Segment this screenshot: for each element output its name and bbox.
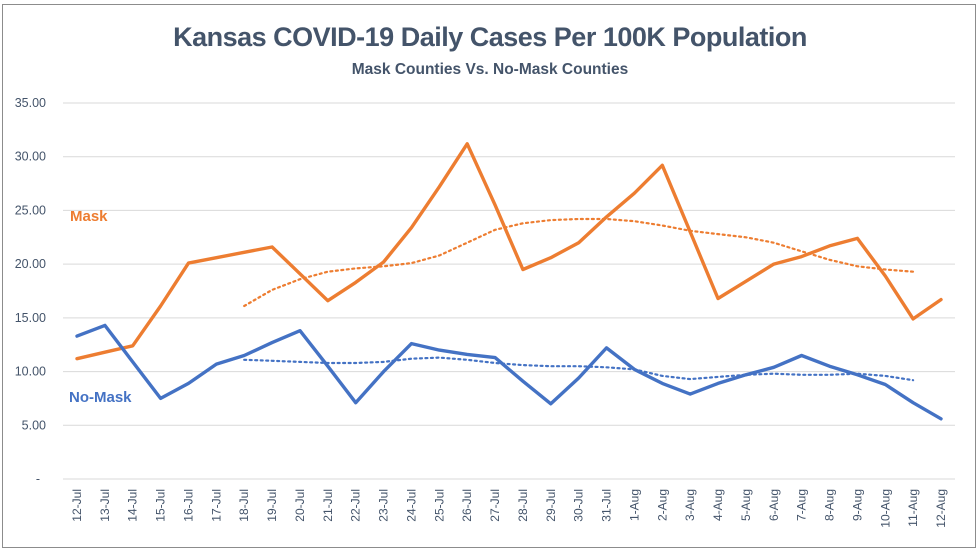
x-tick-label: 19-Jul: [265, 489, 279, 522]
chart-area[interactable]: [2, 4, 976, 548]
x-tick-label: 6-Aug: [767, 489, 781, 521]
x-tick-label: 2-Aug: [655, 489, 669, 521]
x-tick-label: 22-Jul: [349, 489, 363, 522]
x-tick-label: 13-Jul: [98, 489, 112, 522]
trendlines: [243, 217, 915, 382]
x-tick-label: 29-Jul: [544, 489, 558, 522]
x-tick-label: 8-Aug: [823, 489, 837, 521]
x-tick-label: 5-Aug: [739, 489, 753, 521]
x-tick-label: 1-Aug: [627, 489, 641, 521]
x-tick-label: 23-Jul: [377, 489, 391, 522]
series-line-no-mask[interactable]: [75, 323, 943, 421]
x-tick-label: 20-Jul: [293, 489, 307, 522]
x-tick-label: 9-Aug: [850, 489, 864, 521]
x-tick-label: 18-Jul: [237, 489, 251, 522]
x-tick-label: 14-Jul: [126, 489, 140, 522]
x-tick-label: 10-Aug: [878, 489, 892, 528]
x-tick-label: 28-Jul: [516, 489, 530, 522]
x-tick-label: 12-Jul: [70, 489, 84, 522]
y-tick-label: -: [36, 472, 40, 486]
y-tick-label: 20.00: [15, 257, 46, 271]
y-tick-label: 10.00: [15, 365, 46, 379]
x-tick-label: 30-Jul: [572, 489, 586, 522]
series-lines: [75, 142, 943, 421]
chart-subtitle: Mask Counties Vs. No-Mask Counties: [351, 61, 629, 78]
x-tick-label: 3-Aug: [683, 489, 697, 521]
trendline-mask-trend: [243, 217, 915, 308]
trendline-no-mask-trend: [243, 356, 915, 382]
y-tick-label: 35.00: [15, 96, 46, 110]
y-tick-label: 25.00: [15, 203, 46, 217]
y-tick-label: 30.00: [15, 150, 46, 164]
x-tick-label: 7-Aug: [795, 489, 809, 521]
x-tick-label: 16-Jul: [181, 489, 195, 522]
x-tick-label: 26-Jul: [460, 489, 474, 522]
x-tick-label: 31-Jul: [600, 489, 614, 522]
y-tick-label: 5.00: [22, 418, 46, 432]
series-label-mask: Mask: [70, 208, 108, 225]
x-axis-ticks: 12-Jul 13-Jul 14-Jul 15-Jul 16-Jul 17-Jul 18-J…: [70, 489, 948, 528]
y-axis-ticks: - 5.00 10.00 15.00 20.00 25.00 30.00 35.00: [15, 96, 46, 486]
gridlines: [63, 102, 955, 480]
chart-title: Kansas COVID-19 Daily Cases Per 100K Pop…: [173, 22, 807, 52]
x-tick-label: 17-Jul: [209, 489, 223, 522]
x-tick-label: 15-Jul: [154, 489, 168, 522]
series-line-mask[interactable]: [75, 142, 943, 361]
x-tick-label: 4-Aug: [711, 489, 725, 521]
y-tick-label: 15.00: [15, 311, 46, 325]
series-label-no-mask: No-Mask: [69, 389, 132, 406]
x-tick-label: 21-Jul: [321, 489, 335, 522]
x-tick-label: 27-Jul: [488, 489, 502, 522]
x-tick-label: 12-Aug: [934, 489, 948, 528]
x-tick-label: 11-Aug: [906, 489, 920, 527]
x-tick-label: 25-Jul: [432, 489, 446, 522]
x-tick-label: 24-Jul: [404, 489, 418, 522]
